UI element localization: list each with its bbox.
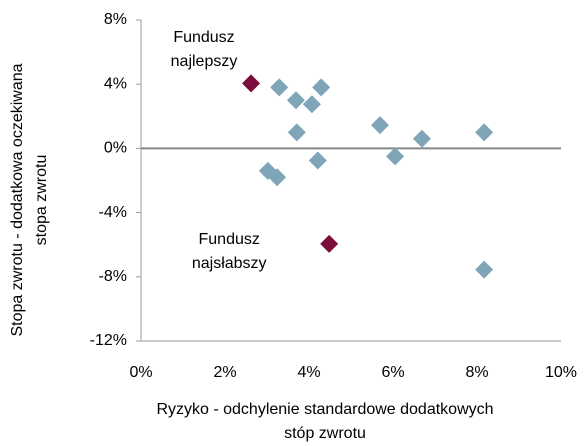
x-tick-label: 6%: [381, 364, 404, 381]
point: [412, 129, 431, 148]
x-tick-label: 10%: [545, 364, 577, 381]
x-tick-label: 8%: [465, 364, 488, 381]
point: [370, 116, 389, 135]
point: [320, 234, 339, 253]
point: [242, 74, 261, 93]
annotation: Fundusz: [173, 29, 234, 46]
point: [475, 123, 494, 142]
annotation: najlepszy: [171, 53, 238, 70]
point: [312, 78, 331, 97]
x-tick-label: 2%: [213, 364, 236, 381]
point: [308, 151, 327, 170]
annotation: najsłabszy: [192, 255, 267, 272]
point: [386, 147, 405, 166]
y-tick-label: 8%: [104, 11, 127, 28]
point: [302, 95, 321, 114]
point: [270, 78, 289, 97]
point: [475, 260, 494, 279]
y-axis-label: stopa zwrotu: [33, 155, 50, 246]
x-tick-label: 0%: [129, 364, 152, 381]
y-tick-label: 4%: [104, 75, 127, 92]
y-tick-label: -8%: [99, 268, 127, 285]
point: [268, 168, 287, 187]
x-axis-label: stóp zwrotu: [284, 425, 366, 442]
point: [287, 123, 306, 142]
y-axis-label: Stopa zwrotu - dodatkowa oczekiwana: [9, 63, 26, 336]
x-axis-label: Ryzyko - odchylenie standardowe dodatkow…: [156, 401, 493, 418]
point: [286, 91, 305, 110]
annotation: Fundusz: [199, 231, 260, 248]
y-tick-label: 0%: [104, 140, 127, 157]
y-tick-label: -12%: [90, 332, 127, 349]
x-tick-label: 4%: [297, 364, 320, 381]
y-tick-label: -4%: [99, 204, 127, 221]
